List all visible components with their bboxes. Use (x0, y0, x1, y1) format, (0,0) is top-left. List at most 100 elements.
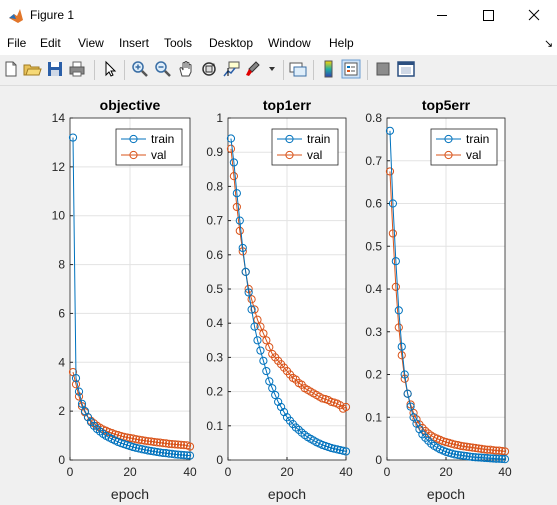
legend-box (115, 128, 183, 166)
y-tick-label: 0 (216, 453, 223, 467)
legend: train val (271, 128, 339, 166)
rotate-3d-icon[interactable] (199, 59, 219, 79)
data-point-val (250, 305, 259, 314)
pan-icon[interactable] (176, 59, 196, 79)
menu-tools[interactable]: Tools (164, 36, 193, 50)
show-plot-tools-icon[interactable] (396, 59, 416, 79)
data-point-train (77, 399, 87, 408)
data-point-val (265, 343, 274, 352)
y-tick-label: 0.7 (365, 154, 382, 168)
data-point-val (492, 446, 501, 455)
series-line-train (230, 138, 347, 452)
minimize-button[interactable] (419, 0, 465, 31)
edit-plot-arrow-icon[interactable] (100, 59, 120, 79)
legend-label-val: val (466, 148, 481, 162)
x-tick-label: 20 (439, 465, 453, 479)
legend: train val (430, 128, 498, 166)
data-point-val (143, 437, 153, 446)
axes-top5err: 0 0.1 0.2 0.3 0.4 0.5 0.6 0.7 0.8 0 20 40 top5err epo… (365, 97, 512, 502)
menu-help[interactable]: Help (329, 36, 354, 50)
data-point-train (462, 452, 471, 461)
x-tick-label: 0 (225, 465, 232, 479)
y-tick-label: 0.5 (206, 282, 223, 296)
print-icon[interactable] (67, 59, 87, 79)
data-point-train (152, 447, 162, 457)
y-tick-label: 0.6 (365, 197, 382, 211)
data-point-train (244, 288, 253, 297)
menu-edit[interactable]: Edit (40, 36, 61, 50)
data-point-train (247, 305, 256, 314)
data-point-train (500, 455, 510, 464)
colorbar-icon[interactable] (319, 59, 339, 79)
legend-marker-val (444, 150, 453, 160)
data-point-val (483, 445, 492, 454)
brush-dropdown-icon[interactable] (265, 59, 285, 79)
data-point-train (397, 342, 406, 351)
link-plot-icon[interactable] (288, 59, 308, 79)
chart-title: top1err (263, 97, 312, 113)
data-point-train (262, 366, 271, 376)
data-point-val (497, 446, 507, 456)
y-tick-label: 0.4 (206, 316, 223, 330)
data-point-train (388, 199, 397, 208)
data-point-train (492, 454, 501, 463)
menu-desktop[interactable]: Desktop (209, 36, 254, 50)
legend-box (271, 128, 339, 166)
data-point-val (471, 443, 480, 453)
data-point-val (259, 329, 268, 338)
dock-arrow-icon[interactable]: ↘ (544, 38, 554, 50)
data-point-val (185, 442, 195, 451)
data-point-val (161, 439, 171, 448)
zoom-out-icon[interactable] (153, 59, 173, 79)
data-point-train (480, 453, 489, 462)
data-point-val (462, 442, 471, 451)
data-point-train (291, 423, 300, 432)
x-tick-label: 0 (67, 465, 74, 479)
y-tick-label: 0.2 (365, 368, 382, 382)
y-tick-label: 8 (58, 258, 65, 272)
y-tick-label: 0.6 (206, 248, 223, 262)
x-tick-label: 20 (280, 465, 294, 479)
data-point-val (137, 436, 147, 445)
menu-file[interactable]: File (7, 36, 27, 50)
menu-insert[interactable]: Insert (119, 36, 150, 50)
toolbar-separator (94, 60, 95, 80)
data-point-train (330, 444, 339, 453)
data-point-train (161, 449, 171, 458)
data-point-train (471, 453, 480, 462)
data-point-val (477, 444, 486, 453)
y-tick-label: 14 (52, 111, 66, 125)
brush-icon[interactable] (243, 59, 263, 79)
zoom-in-icon[interactable] (130, 59, 150, 79)
data-point-val (229, 172, 238, 181)
hide-plot-tools-icon[interactable] (373, 59, 393, 79)
matlab-icon (8, 8, 24, 24)
data-cursor-icon[interactable] (221, 59, 241, 79)
open-file-icon[interactable] (22, 59, 42, 79)
legend-icon[interactable] (341, 59, 361, 79)
data-point-train (477, 453, 486, 462)
y-tick-label: 12 (52, 160, 66, 174)
data-point-val (226, 144, 236, 153)
new-figure-icon[interactable] (1, 59, 21, 79)
maximize-button[interactable] (465, 0, 511, 31)
data-point-train (179, 451, 189, 460)
x-tick-label: 0 (384, 465, 391, 479)
data-point-train (294, 425, 303, 434)
data-point-train (400, 370, 409, 379)
menu-view[interactable]: View (78, 36, 104, 50)
menu-window[interactable]: Window (268, 36, 311, 50)
data-point-train (176, 450, 186, 459)
close-button[interactable] (511, 0, 557, 31)
data-point-train (495, 454, 504, 463)
legend-label-val: val (307, 148, 322, 162)
save-icon[interactable] (45, 59, 65, 79)
data-point-train (341, 447, 351, 456)
data-point-val (232, 202, 241, 212)
data-point-train (170, 450, 180, 459)
data-point-val (480, 445, 489, 454)
data-point-train (268, 384, 277, 393)
data-point-train (140, 445, 150, 454)
x-axis-label: epoch (268, 486, 306, 502)
data-point-train (182, 451, 192, 460)
